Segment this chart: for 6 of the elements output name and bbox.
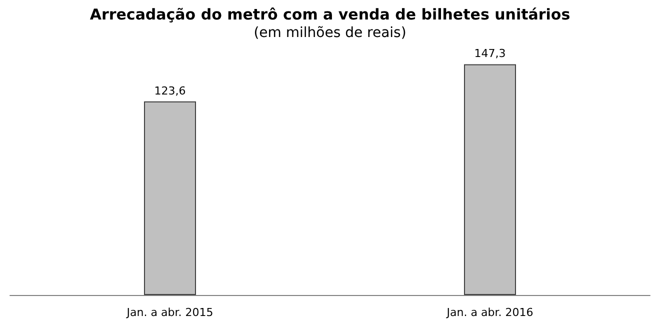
data-label: 123,6 — [154, 84, 186, 98]
x-tick-label: Jan. a abr. 2016 — [446, 306, 534, 319]
chart-title: Arrecadação do metrô com a venda de bilhetes unitários — [90, 6, 570, 24]
data-label: 147,3 — [474, 47, 506, 60]
chart-subtitle: (em milhões de reais) — [254, 25, 406, 41]
x-tick-label: Jan. a abr. 2015 — [126, 306, 214, 319]
